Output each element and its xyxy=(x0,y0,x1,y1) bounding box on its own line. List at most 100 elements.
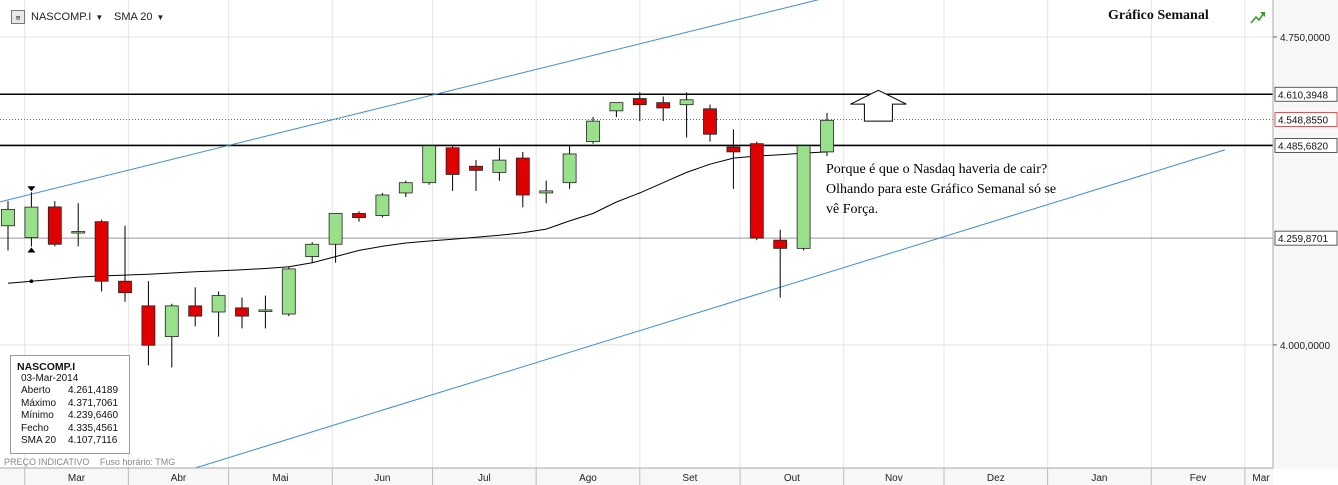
chart-toolbar: ⊞ NASCOMP.I ▼ SMA 20 ▼ xyxy=(0,0,700,34)
price-level-label: 4.259,8701 xyxy=(1278,234,1328,245)
up-arrow-annotation xyxy=(850,89,907,122)
candle xyxy=(258,295,273,329)
candle-body-up xyxy=(492,159,507,173)
month-label: Mai xyxy=(272,473,288,484)
candle-body-down xyxy=(445,147,460,175)
candle xyxy=(118,225,132,302)
candle-body-up xyxy=(796,145,811,249)
candle-body-up xyxy=(539,190,554,194)
info-label: Mínimo xyxy=(21,410,54,422)
price-tick-label: 4.000,0000 xyxy=(1280,341,1330,352)
candle-body-up xyxy=(258,309,273,312)
selection-marker-top xyxy=(27,186,36,192)
trend-up-arrow-icon[interactable] xyxy=(1250,10,1266,24)
channel-line-upper xyxy=(0,0,820,203)
candle xyxy=(47,201,62,247)
price-axis: 4.750,0000 4.000,0000 4.610,3948 4.548,8550… xyxy=(1272,0,1338,468)
info-row-open: Aberto 4.261,4189 xyxy=(17,385,129,397)
candle-body-up xyxy=(398,182,413,194)
candle xyxy=(562,145,577,189)
candle-body-up xyxy=(375,194,390,216)
month-label: Dez xyxy=(987,473,1005,484)
candle-body-up xyxy=(305,243,320,257)
indicator-selector[interactable]: SMA 20 ▼ xyxy=(114,11,164,23)
month-label: Mar xyxy=(68,473,86,484)
footer-note: PREÇO INDICATIVO Fuso horário: TMG xyxy=(4,457,175,467)
candle-body-down xyxy=(632,98,647,106)
chart-comment: Porque é que o Nasdaq haveria de cair? O… xyxy=(826,160,1106,220)
candle xyxy=(188,287,203,327)
candle-body-up xyxy=(609,102,624,112)
channel-line-lower xyxy=(195,149,1225,469)
candle xyxy=(609,102,624,117)
candle xyxy=(515,151,530,208)
info-label: Fecho xyxy=(21,422,49,434)
candle xyxy=(820,112,834,156)
comment-line: Porque é que o Nasdaq haveria de cair? xyxy=(826,162,1048,177)
candle-body-down xyxy=(235,307,249,317)
info-row-close: Fecho 4.335,4561 xyxy=(17,423,129,435)
candle-body-down xyxy=(47,206,62,245)
info-row-sma: SMA 20 4.107,7116 xyxy=(17,435,129,447)
candle-body-down xyxy=(469,165,483,171)
symbol-selector[interactable]: NASCOMP.I ▼ xyxy=(31,11,103,23)
candle-body-down xyxy=(749,143,764,239)
candle-body-down xyxy=(656,102,671,109)
month-label: Abr xyxy=(171,473,187,484)
candle xyxy=(773,229,788,298)
candle-body-down xyxy=(188,305,203,317)
price-label-box xyxy=(1274,112,1338,127)
candle-body-up xyxy=(562,153,577,184)
candle xyxy=(94,219,109,292)
indicator-label: SMA 20 xyxy=(114,11,153,23)
ohlc-info-box: NASCOMP.I 03-Mar-2014 Aberto 4.261,4189 M… xyxy=(10,355,130,454)
info-row-high: Máximo 4.371,7061 xyxy=(17,398,129,410)
price-label-box xyxy=(1274,86,1338,102)
info-label: Máximo xyxy=(21,397,57,409)
price-label-box xyxy=(1274,138,1338,153)
price-level-label: 4.610,3948 xyxy=(1278,90,1328,101)
candle-body-down xyxy=(726,146,741,153)
candle xyxy=(24,192,39,247)
candle xyxy=(141,281,156,366)
chevron-down-icon: ▼ xyxy=(95,13,104,22)
sma20-line xyxy=(7,151,828,284)
month-label: Jun xyxy=(374,473,390,484)
info-value: 4.335,4561 xyxy=(68,422,119,434)
info-row-low: Mínimo 4.239,6460 xyxy=(17,410,129,422)
candle xyxy=(1,201,15,251)
price-note: PREÇO INDICATIVO xyxy=(4,457,90,467)
candle xyxy=(796,145,811,251)
candle xyxy=(679,92,694,138)
candle-body-up xyxy=(422,145,437,184)
candle xyxy=(749,141,764,241)
candle-body-down xyxy=(94,221,109,282)
candle xyxy=(445,145,460,191)
chart-settings-icon[interactable]: ⊞ xyxy=(11,10,25,24)
candle-body-up xyxy=(1,208,15,227)
selection-marker-bottom xyxy=(27,247,36,253)
candle-body-up xyxy=(71,231,86,234)
candle-body-down xyxy=(773,239,788,249)
candle-body-down xyxy=(141,305,156,346)
candle-body-up xyxy=(281,268,296,315)
info-date: 03-Mar-2014 xyxy=(21,373,79,384)
candle xyxy=(703,104,717,142)
candle xyxy=(305,242,320,263)
candle xyxy=(352,211,366,222)
timezone-note: Fuso horário: TMG xyxy=(99,457,176,467)
candle-body-down xyxy=(352,213,366,218)
candle-body-down xyxy=(118,280,132,294)
chart-annotations xyxy=(27,89,907,253)
candle-body-down xyxy=(515,157,530,196)
trend-channel xyxy=(0,0,1225,469)
candle xyxy=(164,303,179,368)
candle-body-down xyxy=(703,108,717,135)
price-tick-label: 4.750,0000 xyxy=(1280,33,1330,44)
candle xyxy=(726,129,741,189)
candle xyxy=(328,213,343,263)
month-label: Out xyxy=(784,473,800,484)
info-label: Aberto xyxy=(21,385,51,397)
month-label: Set xyxy=(682,473,697,484)
